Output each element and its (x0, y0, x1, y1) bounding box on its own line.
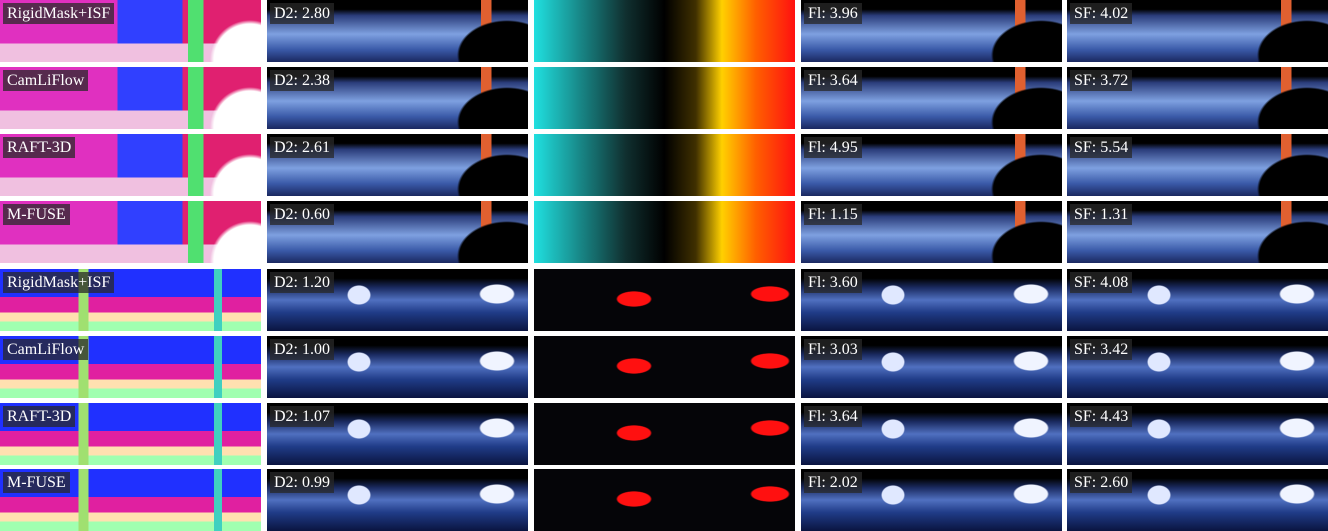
panel-label: D2: 1.00 (270, 339, 334, 360)
image-panel: SF: 4.43 (1067, 403, 1328, 465)
image-panel: SF: 3.42 (1067, 336, 1328, 398)
panel-label: Fl: 1.15 (804, 204, 862, 225)
panel-label: Fl: 3.96 (804, 3, 862, 24)
panel-label: SF: 1.31 (1070, 204, 1132, 225)
image-panel: CamLiFlow (0, 67, 261, 129)
image-panel: Fl: 3.96 (801, 0, 1062, 62)
image-panel: SF: 4.08 (1067, 269, 1328, 331)
image-panel (534, 67, 795, 129)
image-panel: SF: 5.54 (1067, 134, 1328, 196)
panel-label: D2: 1.07 (270, 406, 334, 427)
image-panel (534, 134, 795, 196)
panel-label: D2: 1.20 (270, 272, 334, 293)
image-panel: Fl: 3.64 (801, 67, 1062, 129)
image-panel: D2: 1.07 (267, 403, 528, 465)
panel-label: D2: 2.61 (270, 137, 334, 158)
image-panel: Fl: 1.15 (801, 201, 1062, 263)
image-panel: RAFT-3D (0, 134, 261, 196)
image-panel: D2: 2.61 (267, 134, 528, 196)
panel-label: D2: 2.38 (270, 70, 334, 91)
image-panel: D2: 0.60 (267, 201, 528, 263)
panel-label: SF: 3.42 (1070, 339, 1132, 360)
image-panel (534, 201, 795, 263)
image-panel (534, 403, 795, 465)
image-panel (534, 336, 795, 398)
panel-label: SF: 4.08 (1070, 272, 1132, 293)
image-panel: SF: 1.31 (1067, 201, 1328, 263)
image-panel: CamLiFlow (0, 336, 261, 398)
image-panel: Fl: 3.64 (801, 403, 1062, 465)
panel-label: M-FUSE (3, 472, 70, 493)
panel-label: RAFT-3D (3, 137, 75, 158)
panel-label: CamLiFlow (3, 70, 88, 91)
figure: RigidMask+ISF D2: 2.80 Fl: 3.96 SF: 4.02 Cam… (0, 0, 1328, 531)
panel-label: M-FUSE (3, 204, 70, 225)
image-panel: RigidMask+ISF (0, 0, 261, 62)
image-panel: RigidMask+ISF (0, 269, 261, 331)
panel-label: D2: 0.99 (270, 472, 334, 493)
panel-label: RigidMask+ISF (3, 3, 114, 24)
panel-label: RAFT-3D (3, 406, 75, 427)
image-panel (534, 269, 795, 331)
panel-label: Fl: 3.64 (804, 70, 862, 91)
panel-label: SF: 4.43 (1070, 406, 1132, 427)
panel-label: SF: 3.72 (1070, 70, 1132, 91)
image-panel: D2: 2.38 (267, 67, 528, 129)
panel-label: D2: 0.60 (270, 204, 334, 225)
image-panel: M-FUSE (0, 201, 261, 263)
panel-label: SF: 4.02 (1070, 3, 1132, 24)
image-panel: SF: 4.02 (1067, 0, 1328, 62)
image-panel: M-FUSE (0, 469, 261, 531)
image-panel: SF: 3.72 (1067, 67, 1328, 129)
image-panel: SF: 2.60 (1067, 469, 1328, 531)
panel-label: Fl: 2.02 (804, 472, 862, 493)
image-panel: Fl: 3.60 (801, 269, 1062, 331)
image-panel: Fl: 4.95 (801, 134, 1062, 196)
panel-label: SF: 2.60 (1070, 472, 1132, 493)
image-panel: RAFT-3D (0, 403, 261, 465)
panel-label: SF: 5.54 (1070, 137, 1132, 158)
panel-label: Fl: 3.60 (804, 272, 862, 293)
image-panel: D2: 1.20 (267, 269, 528, 331)
panel-label: Fl: 4.95 (804, 137, 862, 158)
image-panel: D2: 0.99 (267, 469, 528, 531)
panel-label: D2: 2.80 (270, 3, 334, 24)
panel-label: RigidMask+ISF (3, 272, 114, 293)
image-panel (534, 469, 795, 531)
image-panel: Fl: 3.03 (801, 336, 1062, 398)
panel-label: Fl: 3.64 (804, 406, 862, 427)
image-panel: D2: 1.00 (267, 336, 528, 398)
image-panel: Fl: 2.02 (801, 469, 1062, 531)
image-panel: D2: 2.80 (267, 0, 528, 62)
panel-label: CamLiFlow (3, 339, 88, 360)
image-panel (534, 0, 795, 62)
panel-label: Fl: 3.03 (804, 339, 862, 360)
